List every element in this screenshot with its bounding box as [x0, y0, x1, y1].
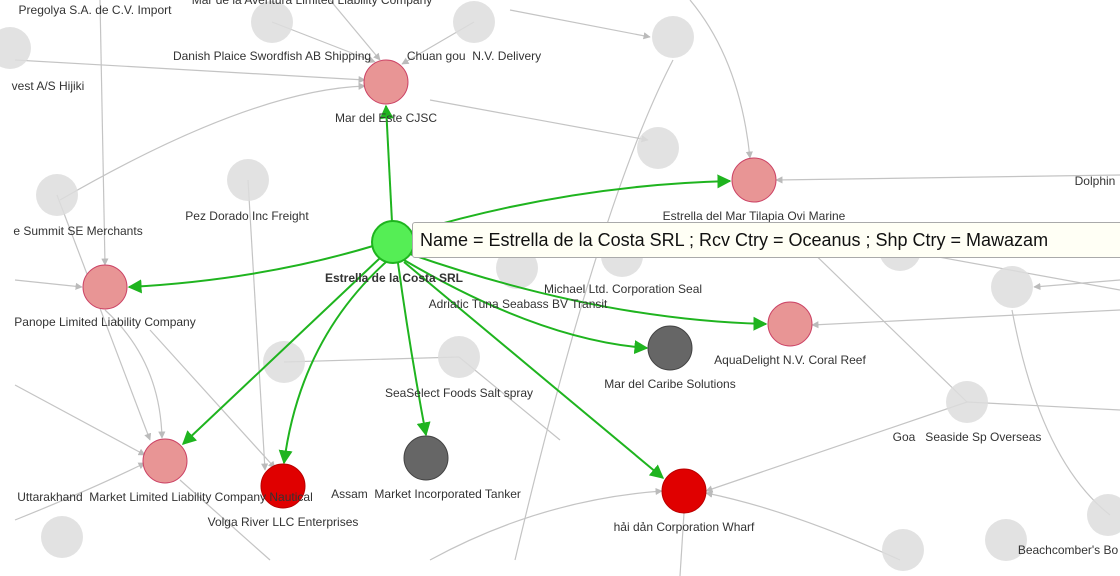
node-label: AquaDelight N.V. Coral Reef	[714, 353, 866, 367]
node-label: vest A/S Hijiki	[12, 79, 85, 93]
node-label: Dolphin	[1075, 174, 1116, 188]
node[interactable]	[260, 463, 306, 509]
node-label: Goa Seaside Sp Overseas	[893, 430, 1042, 444]
node[interactable]	[731, 157, 777, 203]
node-label: Estrella del Mar Tilapia Ovi Marine	[663, 209, 846, 223]
node-label: SeaSelect Foods Salt spray	[385, 386, 533, 400]
node[interactable]	[82, 264, 128, 310]
node-label: Michael Ltd. Corporation Seal	[544, 282, 702, 296]
node[interactable]	[647, 325, 693, 371]
node[interactable]	[661, 468, 707, 514]
nodes	[82, 59, 813, 514]
node[interactable]	[403, 435, 449, 481]
node-label: Mar del Caribe Solutions	[604, 377, 735, 391]
node-label: Chuan gou N.V. Delivery	[407, 49, 541, 63]
node-label: Assam Market Incorporated Tanker	[331, 487, 521, 501]
node-label: Panope Limited Liability Company	[14, 315, 195, 329]
selected-node[interactable]	[371, 220, 415, 264]
node-label: Danish Plaice Swordfish AB Shipping	[173, 49, 371, 63]
node[interactable]	[767, 301, 813, 347]
node-label: Mar del Este CJSC	[335, 111, 437, 125]
node[interactable]	[142, 438, 188, 484]
node-label: Volga River LLC Enterprises	[208, 515, 359, 529]
node-label: Uttarakhand Market Limited Liability Com…	[17, 490, 312, 504]
node[interactable]	[363, 59, 409, 105]
selected-edges	[127, 104, 768, 479]
node-label: Estrella de la Costa SRL	[325, 271, 463, 285]
node-label: Adriatic Tuna Seabass BV Transit	[429, 297, 608, 311]
node-label: Pregolya S.A. de C.V. Import	[19, 3, 173, 17]
node-label: e Summit SE Merchants	[13, 224, 142, 238]
node-labels: Pregolya S.A. de C.V. Import Mar de la A…	[12, 0, 1119, 557]
node-label: Mar de la Aventura Limited Liability Com…	[192, 0, 433, 7]
node-label: Beachcomber's Bo	[1018, 543, 1119, 557]
node-label: Pez Dorado Inc Freight	[185, 209, 309, 223]
node-label: hải dản Corporation Wharf	[614, 520, 755, 534]
tooltip: Name = Estrella de la Costa SRL ; Rcv Ct…	[412, 222, 1120, 258]
